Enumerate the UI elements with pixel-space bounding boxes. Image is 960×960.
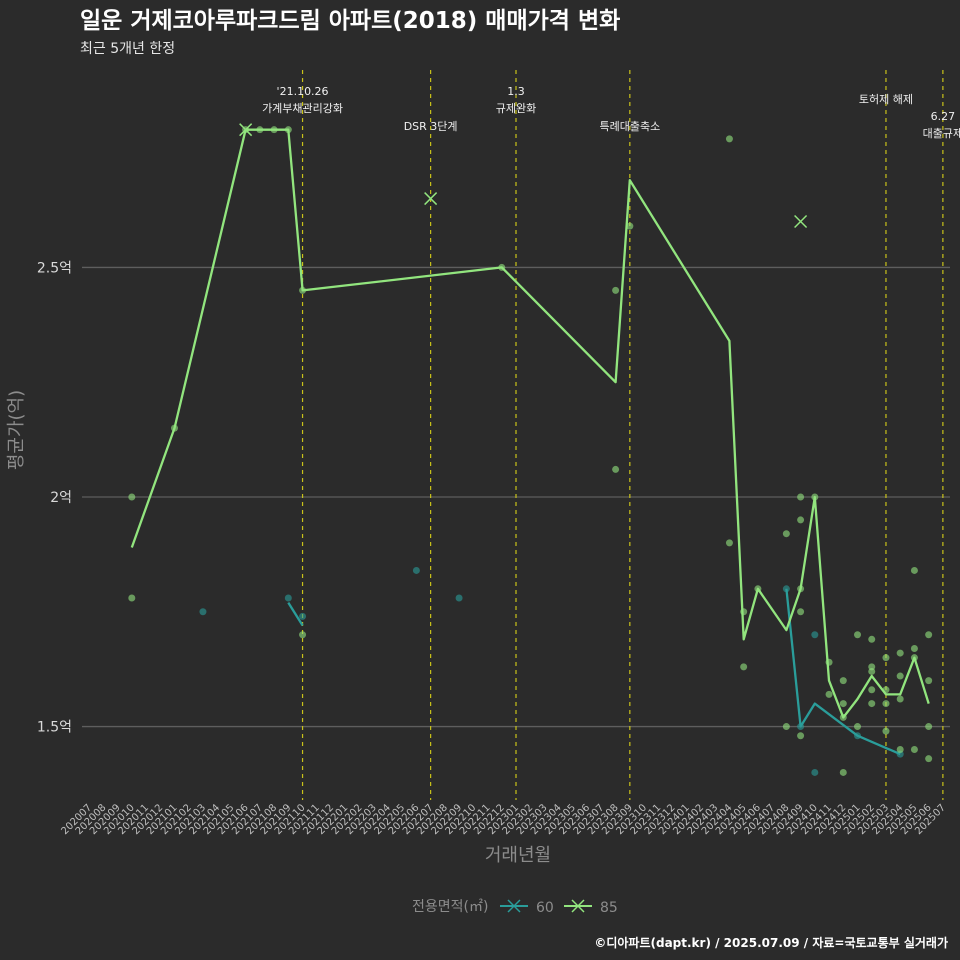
data-point-60 bbox=[299, 612, 307, 620]
data-point-85 bbox=[854, 631, 862, 639]
data-point-85 bbox=[299, 631, 307, 639]
event-label: 6.27 bbox=[931, 110, 956, 123]
source-caption: ©디아파트(dapt.kr) / 2025.07.09 / 자료=국토교통부 실… bbox=[594, 935, 948, 950]
series-line-60 bbox=[287, 601, 304, 627]
event-label: 특례대출축소 bbox=[599, 120, 660, 133]
event-label: 가계부채관리강화 bbox=[262, 102, 343, 115]
data-point-85 bbox=[896, 649, 904, 657]
data-point-85 bbox=[896, 695, 904, 703]
data-point-85 bbox=[612, 286, 620, 294]
legend-label-60: 60 bbox=[536, 900, 554, 916]
data-point-85 bbox=[782, 723, 790, 731]
data-point-85 bbox=[882, 727, 890, 735]
data-point-85 bbox=[839, 677, 847, 685]
data-point-60 bbox=[811, 631, 819, 639]
data-point-85 bbox=[725, 539, 733, 547]
event-label: '21.10.26 bbox=[277, 85, 329, 98]
data-point-85 bbox=[782, 530, 790, 538]
data-point-60 bbox=[412, 566, 420, 574]
data-point-85 bbox=[910, 566, 918, 574]
data-point-85 bbox=[839, 768, 847, 776]
series-line-60 bbox=[785, 588, 901, 756]
data-point-85 bbox=[612, 465, 620, 473]
chart-title: 일운 거제코아루파크드림 아파트(2018) 매매가격 변화 bbox=[80, 8, 620, 34]
data-point-85 bbox=[925, 755, 933, 763]
data-point-85 bbox=[868, 686, 876, 694]
x-axis-title: 거래년월 bbox=[485, 845, 551, 866]
data-point-85 bbox=[854, 723, 862, 731]
y-axis-ticks: 1.5억 2억 2.5억 bbox=[37, 260, 72, 735]
event-label: 규제완화 bbox=[496, 102, 536, 115]
data-point-85 bbox=[910, 745, 918, 753]
data-point-85 bbox=[797, 493, 805, 501]
data-point-85 bbox=[910, 644, 918, 652]
event-label: DSR 3단계 bbox=[404, 120, 458, 133]
data-point-85 bbox=[882, 700, 890, 708]
max-marker-85 bbox=[424, 192, 438, 206]
data-point-85 bbox=[725, 135, 733, 143]
legend-key-marker-60 bbox=[507, 899, 521, 913]
data-point-85 bbox=[740, 663, 748, 671]
data-point-85 bbox=[797, 732, 805, 740]
data-point-85 bbox=[925, 677, 933, 685]
data-point-60 bbox=[811, 768, 819, 776]
series-line-85 bbox=[130, 128, 930, 719]
data-point-85 bbox=[626, 222, 634, 230]
max-marker-85 bbox=[239, 123, 253, 137]
x-axis-ticks: 2020072020082020092020102020112020122021… bbox=[59, 802, 948, 837]
data-point-85 bbox=[868, 700, 876, 708]
data-point-60 bbox=[455, 594, 463, 602]
data-point-85 bbox=[825, 690, 833, 698]
series-layer bbox=[128, 123, 933, 776]
legend-label-85: 85 bbox=[600, 900, 618, 916]
y-tick-label: 2억 bbox=[50, 490, 72, 506]
data-point-85 bbox=[896, 745, 904, 753]
event-label: 토허제 해제 bbox=[859, 92, 913, 106]
event-label: 대출규제 bbox=[923, 127, 960, 140]
y-tick-label: 2.5억 bbox=[37, 260, 72, 276]
data-point-60 bbox=[284, 594, 292, 602]
max-marker-85 bbox=[794, 214, 808, 229]
data-point-85 bbox=[925, 723, 933, 731]
data-point-85 bbox=[896, 672, 904, 680]
data-point-85 bbox=[868, 667, 876, 675]
event-label: 1.3 bbox=[507, 85, 525, 98]
data-point-85 bbox=[925, 631, 933, 639]
legend-title: 전용면적(㎡) bbox=[412, 899, 488, 915]
data-point-85 bbox=[128, 493, 136, 501]
data-point-85 bbox=[128, 594, 136, 602]
data-point-85 bbox=[797, 608, 805, 616]
data-point-85 bbox=[868, 635, 876, 643]
y-axis-title: 평균가(억) bbox=[6, 390, 27, 470]
y-tick-label: 1.5억 bbox=[37, 720, 72, 736]
data-point-85 bbox=[797, 516, 805, 524]
data-point-85 bbox=[882, 654, 890, 662]
legend-key-marker-85 bbox=[571, 899, 585, 913]
data-point-60 bbox=[199, 608, 207, 616]
legend: 전용면적(㎡) 60 85 bbox=[412, 899, 618, 916]
data-point-85 bbox=[839, 700, 847, 708]
chart-subtitle: 최근 5개년 한정 bbox=[80, 41, 175, 57]
